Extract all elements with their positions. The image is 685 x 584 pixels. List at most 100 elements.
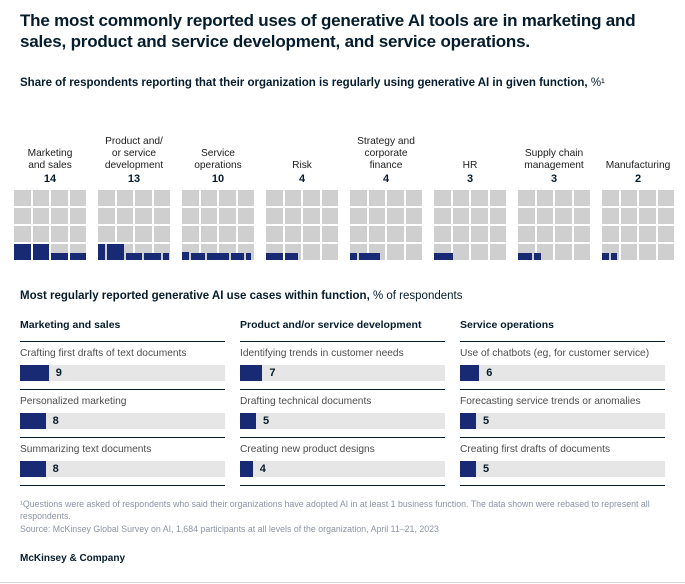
waffle-cell bbox=[620, 190, 637, 206]
waffle-cell bbox=[350, 226, 367, 242]
waffle-cell bbox=[182, 190, 199, 206]
usecase-column-0: Marketing and sales Crafting first drafts… bbox=[20, 319, 225, 486]
waffle-cell bbox=[219, 208, 236, 224]
waffle-function-3: Risk 4 bbox=[266, 124, 338, 260]
waffle-cell bbox=[51, 190, 68, 206]
exhibit-title: The most commonly reported uses of gener… bbox=[20, 11, 636, 52]
waffle-fill-segment bbox=[32, 244, 49, 260]
waffle-function-value: 2 bbox=[634, 173, 642, 185]
waffle-function-label: Manufacturing bbox=[605, 159, 671, 171]
waffle-cell bbox=[200, 190, 217, 206]
waffle-cell bbox=[489, 244, 506, 260]
usecase-label: Personalized marketing bbox=[20, 396, 127, 407]
waffle-cell bbox=[639, 226, 656, 242]
waffle-cell bbox=[98, 190, 115, 206]
waffle-cell bbox=[135, 226, 152, 242]
waffle-cell bbox=[69, 226, 86, 242]
usecase-row: Personalized marketing 8 bbox=[20, 389, 225, 437]
waffle-chart-section: Marketing and sales 14 Product and/ or ser… bbox=[14, 124, 674, 260]
waffle-cell bbox=[303, 190, 320, 206]
usecase-value: 5 bbox=[483, 463, 490, 475]
usecase-column-header: Product and/or service development bbox=[240, 319, 422, 331]
waffle-fill-segment bbox=[51, 253, 68, 260]
usecase-row: Crafting first drafts of text documents 9 bbox=[20, 341, 225, 389]
usecase-value: 8 bbox=[52, 415, 59, 427]
waffle-grid bbox=[434, 190, 506, 260]
waffle-cell bbox=[536, 244, 553, 260]
usecase-label: Forecasting service trends or anomalies bbox=[460, 396, 641, 407]
waffle-cell bbox=[200, 226, 217, 242]
usecase-bar-track: 6 bbox=[460, 365, 665, 381]
waffle-cell bbox=[51, 208, 68, 224]
waffle-function-0: Marketing and sales 14 bbox=[14, 124, 86, 260]
waffle-function-6: Supply chain management 3 bbox=[518, 124, 590, 260]
waffle-fill-segment bbox=[144, 253, 161, 260]
waffle-cell bbox=[434, 226, 451, 242]
waffle-cell bbox=[573, 190, 590, 206]
waffle-fill-segment bbox=[602, 253, 609, 260]
waffle-fill-segment bbox=[434, 253, 453, 260]
waffle-cell bbox=[434, 208, 451, 224]
waffle-cell bbox=[200, 208, 217, 224]
waffle-cell bbox=[471, 226, 488, 242]
usecase-row: Drafting technical documents 5 bbox=[240, 389, 445, 437]
usecase-value: 7 bbox=[269, 367, 276, 379]
subtitle-text: Share of respondents reporting that thei… bbox=[20, 77, 588, 89]
waffle-cell bbox=[266, 226, 283, 242]
waffle-fill-segment bbox=[230, 253, 245, 260]
usecase-bar bbox=[460, 413, 476, 429]
waffle-function-label: Strategy and corporate finance bbox=[357, 135, 415, 171]
waffle-cell bbox=[237, 226, 254, 242]
waffle-fill-segment bbox=[518, 253, 533, 260]
waffle-cell bbox=[387, 244, 404, 260]
waffle-cell bbox=[135, 190, 152, 206]
waffle-cell bbox=[387, 190, 404, 206]
waffle-cell bbox=[536, 190, 553, 206]
waffle-cell bbox=[639, 190, 656, 206]
waffle-cell bbox=[321, 226, 338, 242]
waffle-cell bbox=[321, 208, 338, 224]
usecase-label: Crafting first drafts of text documents bbox=[20, 348, 187, 359]
usecase-column-1: Product and/or service development Identi… bbox=[240, 319, 445, 486]
usecase-value: 9 bbox=[55, 367, 62, 379]
waffle-function-value: 10 bbox=[211, 173, 225, 185]
waffle-cell bbox=[405, 190, 422, 206]
waffle-cell bbox=[452, 190, 469, 206]
usecase-bar-track: 5 bbox=[460, 461, 665, 477]
waffle-cell bbox=[32, 190, 49, 206]
waffle-cell bbox=[98, 226, 115, 242]
waffle-fill-segment bbox=[246, 253, 252, 260]
usecase-value: 5 bbox=[483, 415, 490, 427]
waffle-cell bbox=[555, 208, 572, 224]
usecases-heading-unit: % of respondents bbox=[369, 290, 463, 302]
waffle-cell bbox=[657, 226, 674, 242]
waffle-cell bbox=[321, 244, 338, 260]
waffle-cell bbox=[32, 208, 49, 224]
waffle-cell bbox=[284, 190, 301, 206]
waffle-cell bbox=[639, 244, 656, 260]
waffle-cell bbox=[518, 190, 535, 206]
waffle-cell bbox=[573, 244, 590, 260]
waffle-cell bbox=[368, 226, 385, 242]
waffle-function-value: 14 bbox=[43, 173, 57, 185]
usecase-column-2: Service operations Use of chatbots (eg, f… bbox=[460, 319, 665, 486]
waffle-cell bbox=[350, 190, 367, 206]
usecase-value: 5 bbox=[263, 415, 270, 427]
waffle-cell bbox=[303, 208, 320, 224]
waffle-fill-segment bbox=[358, 253, 381, 260]
usecase-column-header: Marketing and sales bbox=[20, 319, 121, 331]
usecase-label: Drafting technical documents bbox=[240, 396, 372, 407]
usecase-bar bbox=[240, 461, 253, 477]
waffle-fill-segment bbox=[190, 253, 206, 260]
waffle-cell bbox=[620, 208, 637, 224]
waffle-function-label: HR bbox=[462, 159, 478, 171]
waffle-cell bbox=[518, 226, 535, 242]
usecase-bar-track: 4 bbox=[240, 461, 445, 477]
usecase-bar bbox=[240, 413, 256, 429]
waffle-cell bbox=[237, 208, 254, 224]
waffle-cell bbox=[405, 244, 422, 260]
waffle-cell bbox=[555, 226, 572, 242]
waffle-grid bbox=[182, 190, 254, 260]
usecase-bar bbox=[460, 461, 476, 477]
